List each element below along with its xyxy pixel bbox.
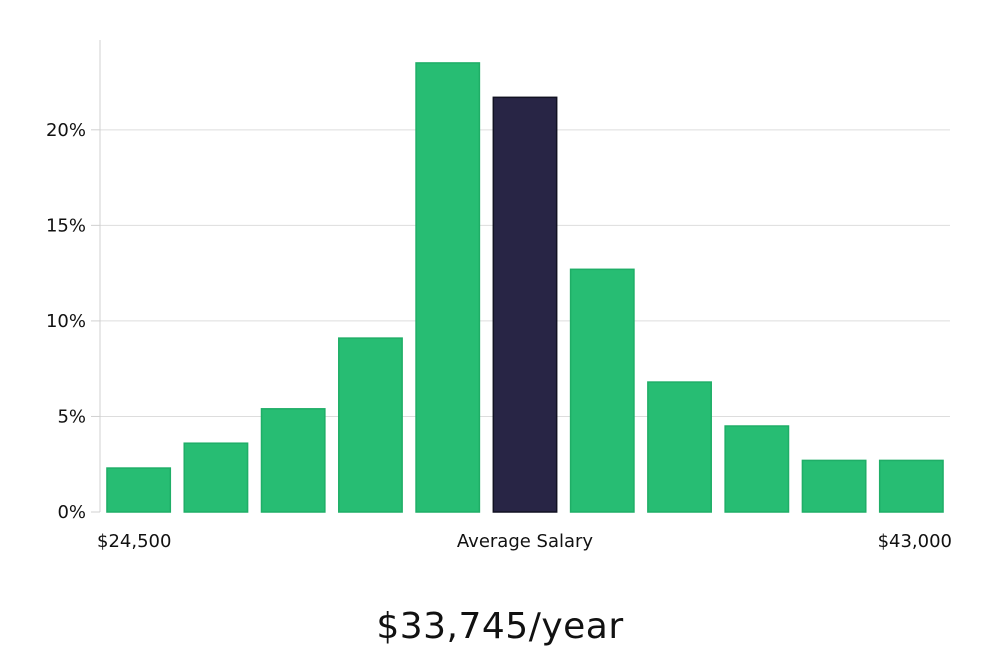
y-tick-labels: 0% 5% 10% 15% 20% — [46, 120, 86, 523]
bar — [647, 381, 712, 513]
bars — [106, 62, 944, 513]
bar — [724, 425, 790, 513]
bar — [183, 442, 249, 513]
x-label-max: $43,000 — [878, 531, 952, 552]
average-salary-value: $33,745/year — [376, 606, 624, 647]
bar — [415, 62, 481, 513]
bar — [801, 459, 867, 513]
bar — [569, 268, 635, 513]
salary-distribution-chart: 0% 5% 10% 15% 20% $24,500 Average Salary $43… — [46, 40, 952, 552]
y-tick-label: 10% — [46, 311, 86, 332]
y-tick-label: 15% — [46, 215, 86, 236]
y-tick-label: 0% — [57, 502, 86, 523]
chart-canvas: 0% 5% 10% 15% 20% $24,500 Average Salary $43… — [46, 40, 952, 552]
x-label-average: Average Salary — [457, 531, 594, 552]
y-tick-label: 5% — [57, 406, 86, 427]
bar — [878, 459, 944, 513]
bar — [106, 467, 172, 513]
y-tick-label: 20% — [46, 120, 86, 141]
x-axis-labels: $24,500 Average Salary $43,000 — [97, 531, 952, 552]
bar — [338, 337, 403, 513]
bar — [260, 408, 326, 513]
bar-average — [492, 96, 558, 513]
x-label-min: $24,500 — [97, 531, 171, 552]
